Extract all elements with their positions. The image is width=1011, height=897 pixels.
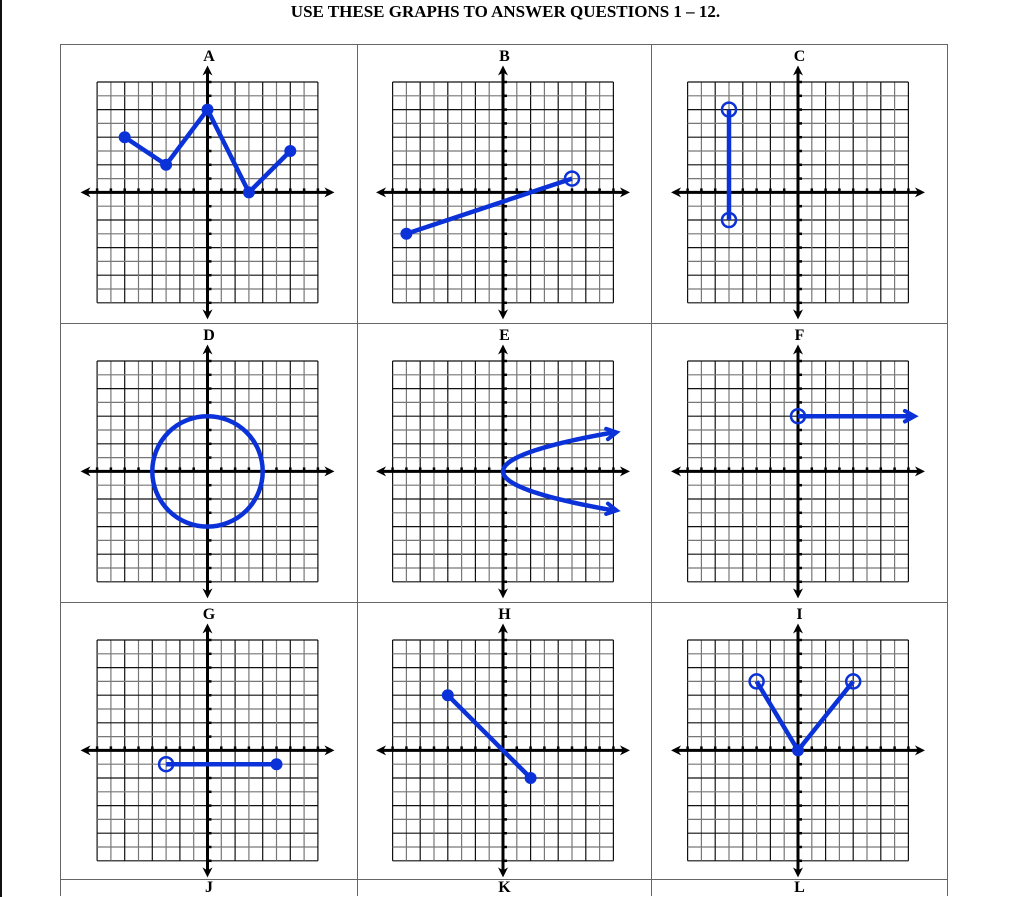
graph-label: K (498, 880, 511, 896)
y-axis-up-arrow-icon (202, 344, 213, 355)
open-point (789, 407, 807, 425)
graph-label: J (205, 880, 213, 896)
graph-cell-e: E (358, 324, 652, 603)
x-axis-right-arrow-icon (914, 745, 925, 756)
graph-label: E (499, 327, 510, 344)
y-axis-down-arrow-icon (202, 588, 213, 599)
closed-point (400, 227, 413, 240)
graph-cell-d: D (61, 324, 358, 603)
x-axis-right-arrow-icon (324, 466, 335, 477)
graph-cell-i: I (652, 603, 948, 880)
y-axis-up-arrow-icon (202, 623, 213, 634)
y-axis-up-arrow-icon (498, 623, 508, 634)
y-axis-down-arrow-icon (793, 867, 803, 878)
graph-curve (500, 430, 614, 513)
closed-point (792, 744, 804, 757)
x-axis-right-arrow-icon (619, 745, 630, 756)
x-axis-left-arrow-icon (376, 745, 387, 756)
x-axis-left-arrow-icon (80, 745, 91, 756)
y-axis-down-arrow-icon (498, 588, 508, 599)
y-axis-down-arrow-icon (793, 588, 803, 599)
x-axis-right-arrow-icon (324, 187, 335, 198)
graph-cell-k: K (358, 880, 652, 896)
curve-arrow-icon (604, 501, 621, 516)
graph-label: D (203, 327, 215, 344)
graph-label: L (794, 880, 805, 896)
coordinate-graph-b (376, 65, 630, 320)
closed-point (270, 758, 283, 771)
page-edge (0, 0, 2, 897)
closed-point (201, 103, 214, 116)
y-axis-up-arrow-icon (793, 344, 803, 355)
x-axis-left-arrow-icon (376, 466, 387, 477)
graph-line (446, 693, 533, 780)
graph-cell-f: F (652, 324, 948, 603)
x-axis-left-arrow-icon (671, 466, 682, 477)
y-axis-up-arrow-icon (202, 65, 213, 76)
graph-cell-j: J (61, 880, 358, 896)
open-point (157, 755, 175, 773)
graph-line (754, 679, 855, 753)
curve-arrow-icon (604, 426, 621, 442)
graph-label: F (794, 327, 805, 344)
graph-cell-g: G (61, 603, 358, 880)
y-axis-up-arrow-icon (498, 65, 508, 76)
coordinate-graph-d (80, 344, 335, 599)
graphs-table: A B C D E F G H I J K L (60, 44, 948, 896)
x-axis-right-arrow-icon (914, 466, 925, 477)
open-point (720, 211, 738, 229)
closed-point (524, 772, 537, 784)
coordinate-graph-a (80, 65, 335, 320)
open-point (844, 673, 862, 690)
y-axis-up-arrow-icon (793, 623, 803, 634)
graph-label: A (203, 48, 215, 65)
y-axis-up-arrow-icon (498, 344, 508, 355)
x-axis-left-arrow-icon (671, 745, 682, 756)
graph-cell-l: L (652, 880, 948, 896)
coordinate-graph-f (671, 344, 925, 599)
y-axis-down-arrow-icon (498, 309, 508, 320)
closed-point (284, 145, 297, 157)
ray-arrow-icon (902, 408, 919, 424)
x-axis-right-arrow-icon (914, 187, 925, 198)
page-title: USE THESE GRAPHS TO ANSWER QUESTIONS 1 –… (290, 2, 721, 21)
y-axis-down-arrow-icon (793, 309, 803, 320)
x-axis-left-arrow-icon (80, 466, 91, 477)
x-axis-left-arrow-icon (671, 187, 682, 198)
graph-cell-b: B (358, 45, 652, 324)
x-axis-right-arrow-icon (324, 745, 335, 756)
graph-cell-h: H (358, 603, 652, 880)
graph-label: I (796, 606, 803, 623)
coordinate-graph-g (80, 623, 335, 878)
y-axis-down-arrow-icon (202, 309, 213, 320)
graph-cell-c: C (652, 45, 948, 324)
y-axis-down-arrow-icon (498, 867, 508, 878)
closed-point (118, 131, 131, 144)
graph-circle (150, 413, 265, 529)
graph-label: C (793, 48, 806, 65)
closed-point (242, 186, 255, 199)
graph-label: B (499, 48, 510, 65)
open-point (748, 673, 765, 690)
closed-point (160, 158, 173, 171)
graph-label: G (202, 606, 216, 623)
y-axis-down-arrow-icon (202, 867, 213, 878)
closed-point (441, 689, 454, 702)
coordinate-graph-c (671, 65, 925, 320)
graph-line (405, 176, 573, 236)
open-point (563, 170, 581, 187)
coordinate-graph-e (376, 344, 630, 599)
graph-label: H (498, 606, 511, 623)
x-axis-left-arrow-icon (376, 187, 387, 198)
coordinate-graph-h (376, 623, 630, 878)
x-axis-left-arrow-icon (80, 187, 91, 198)
coordinate-graph-i (671, 623, 925, 878)
x-axis-right-arrow-icon (619, 187, 630, 198)
graph-cell-a: A (61, 45, 358, 324)
x-axis-right-arrow-icon (619, 466, 630, 477)
y-axis-up-arrow-icon (793, 65, 803, 76)
open-point (720, 101, 738, 118)
